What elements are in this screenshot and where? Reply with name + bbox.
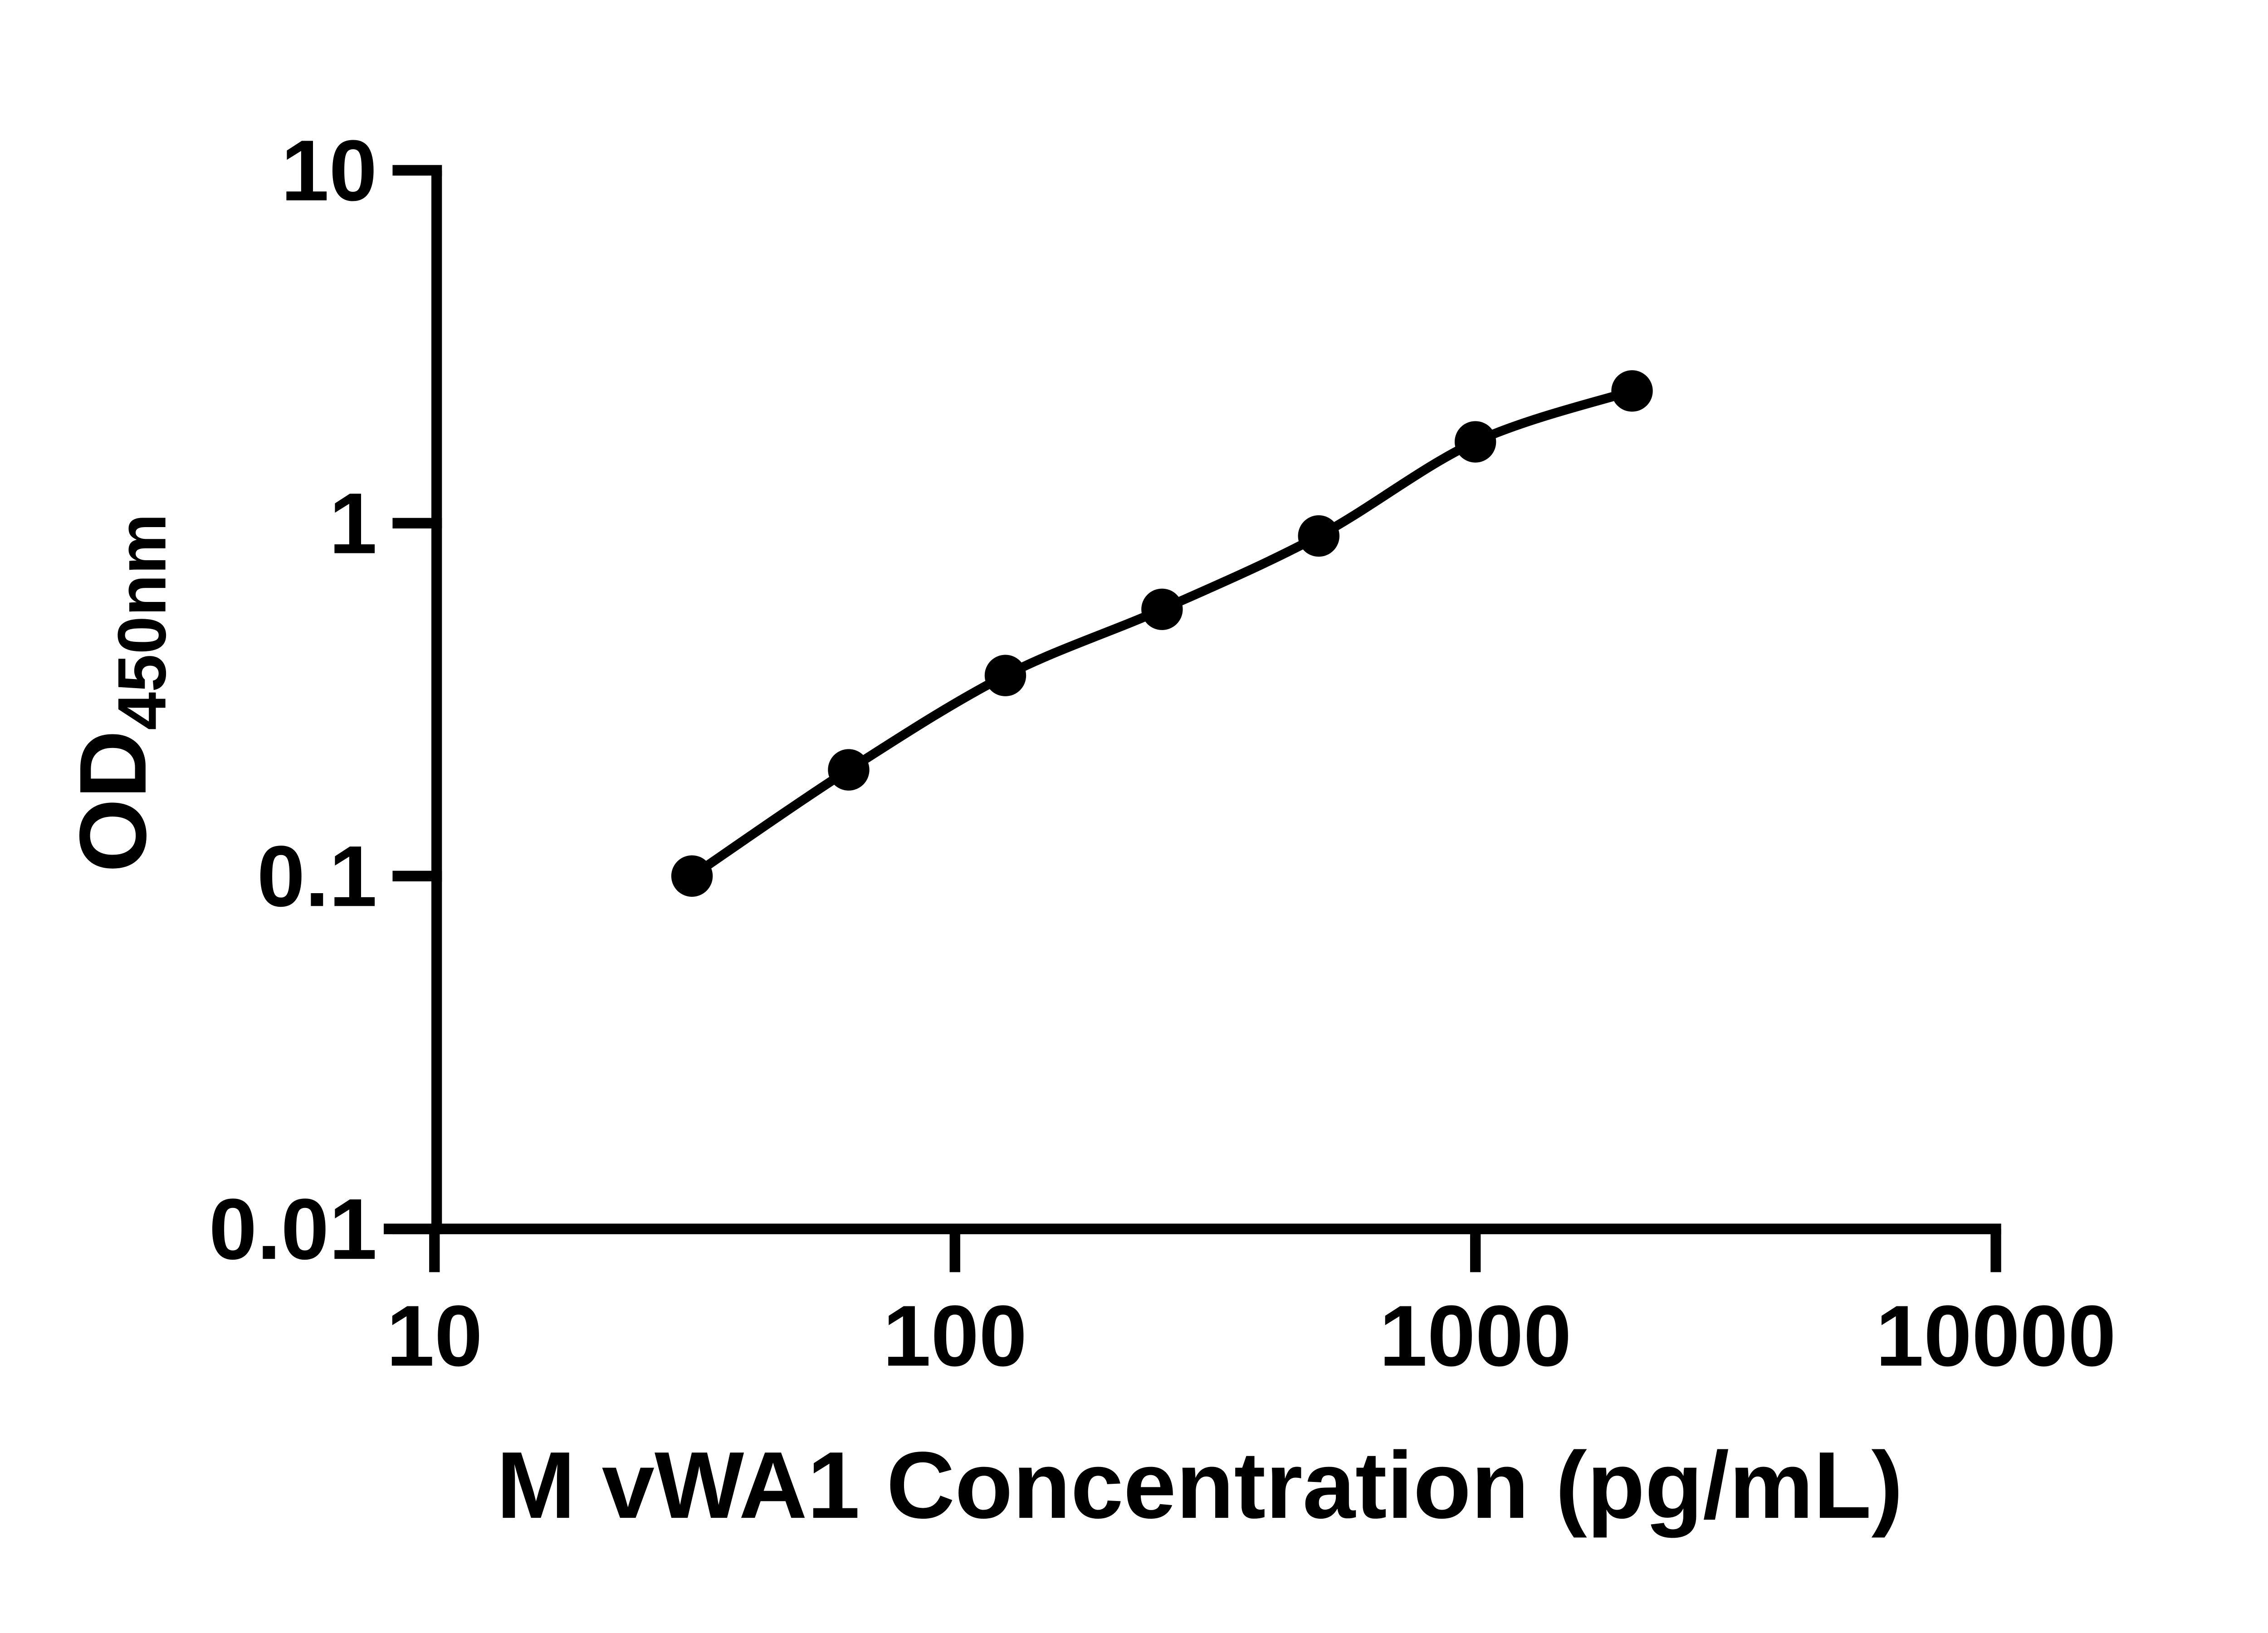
data-point-marker [1454,421,1496,463]
x-tick-label: 100 [883,1288,1027,1384]
data-point-marker [1298,515,1339,557]
y-axis-title: OD450nm [60,513,180,872]
fit-curve-line [687,386,1637,881]
data-point-marker [828,749,870,791]
y-axis-title-main: OD [60,730,166,873]
x-tick-label: 1000 [1379,1288,1572,1384]
x-axis-tick-labels: 10 100 1000 10000 [386,1288,2116,1384]
data-point-marker [671,855,713,897]
y-tick-label: 0.1 [257,828,377,924]
data-point-marker [1141,588,1183,630]
y-axis-title-subscript: 450nm [104,513,180,730]
data-points [671,370,1653,897]
x-tick-label: 10 [386,1288,483,1384]
y-tick-label: 1 [329,475,377,572]
x-tick-label: 10000 [1876,1288,2116,1384]
y-tick-label: 0.01 [209,1181,377,1277]
data-point-marker [1611,370,1653,412]
x-axis-ticks [429,1229,2001,1272]
y-tick-label: 10 [281,122,377,219]
y-axis-tick-labels: 10 1 0.1 0.01 [209,122,377,1278]
x-axis-title: M vWA1 Concentration (pg/mL) [496,1433,1903,1538]
data-point-marker [984,655,1026,696]
